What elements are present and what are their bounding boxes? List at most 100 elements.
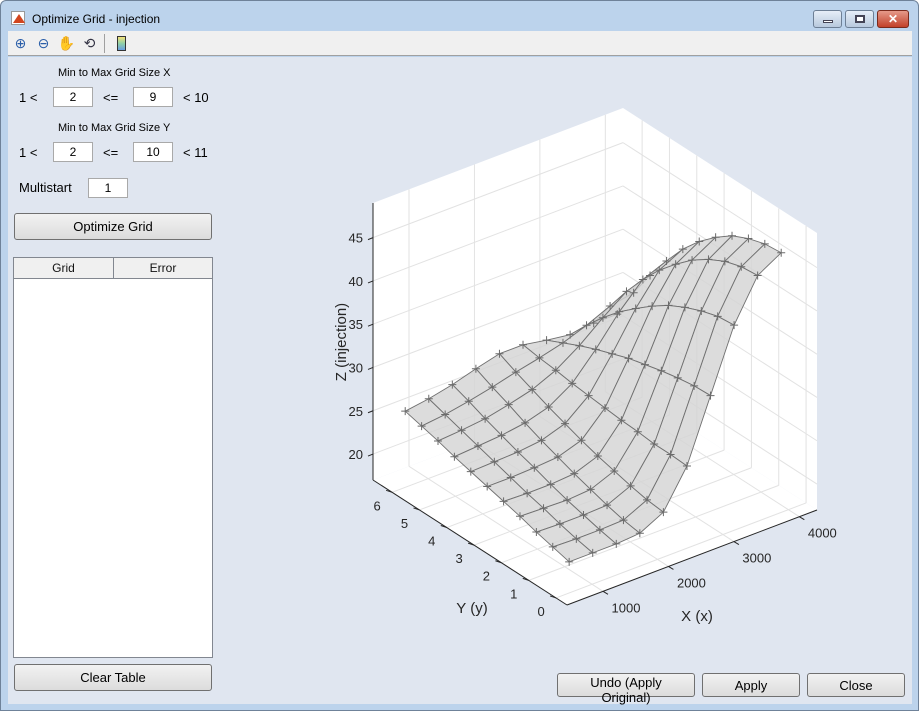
data-point-marker xyxy=(629,288,638,297)
pan-icon[interactable]: ✋ xyxy=(57,35,76,51)
z-tick-label: 40 xyxy=(349,274,363,289)
data-point-marker xyxy=(603,501,612,510)
z-tick-label: 25 xyxy=(349,404,363,419)
zoom-in-icon[interactable]: ⊕ xyxy=(14,35,27,51)
data-point-marker xyxy=(664,301,673,310)
data-point-marker xyxy=(682,461,691,470)
results-table[interactable]: Grid Error xyxy=(13,257,213,658)
data-point-marker xyxy=(720,257,729,266)
data-point-marker xyxy=(504,400,513,409)
data-point-marker xyxy=(688,256,697,265)
data-point-marker xyxy=(606,301,615,310)
data-point-marker xyxy=(666,450,675,459)
clear-table-button[interactable]: Clear Table xyxy=(14,664,212,691)
x-tick xyxy=(733,541,740,546)
grid-x-label: Min to Max Grid Size X xyxy=(58,67,171,79)
minimize-button[interactable] xyxy=(813,10,842,28)
y-tick-label: 5 xyxy=(401,516,408,531)
column-header-error[interactable]: Error xyxy=(114,258,212,279)
data-point-marker xyxy=(612,539,621,548)
data-point-marker xyxy=(561,419,570,428)
data-point-marker xyxy=(548,542,557,551)
column-header-grid[interactable]: Grid xyxy=(14,258,114,279)
close-button[interactable]: Close xyxy=(807,673,905,697)
z-tick xyxy=(367,453,374,457)
multistart-input[interactable] xyxy=(88,178,128,198)
data-point-marker xyxy=(566,330,575,339)
data-point-marker xyxy=(608,349,617,358)
data-point-marker xyxy=(568,379,577,388)
title-bar: Optimize Grid - injection ✕ xyxy=(1,1,918,31)
colorbar-icon[interactable] xyxy=(112,34,131,53)
matlab-icon xyxy=(11,11,25,25)
data-point-marker xyxy=(417,422,426,431)
data-point-marker xyxy=(497,431,506,440)
data-point-marker xyxy=(619,516,628,525)
data-point-marker xyxy=(657,366,666,375)
z-tick-label: 30 xyxy=(349,360,363,375)
optimize-grid-button[interactable]: Optimize Grid xyxy=(14,213,212,240)
data-point-marker xyxy=(695,237,704,246)
data-point-marker xyxy=(753,271,762,280)
data-point-marker xyxy=(744,234,753,243)
restore-icon xyxy=(854,15,865,23)
data-point-marker xyxy=(546,480,555,489)
grid-x-max-input[interactable] xyxy=(133,87,173,107)
data-point-marker xyxy=(704,255,713,264)
data-point-marker xyxy=(464,397,473,406)
data-point-marker xyxy=(471,364,480,373)
toolbar-separator xyxy=(104,34,105,53)
data-point-marker xyxy=(558,338,567,347)
data-point-marker xyxy=(589,319,598,328)
z-tick xyxy=(367,280,374,284)
y-tick-label: 0 xyxy=(537,604,544,619)
y-tick xyxy=(385,489,393,493)
grid-x-min-input[interactable] xyxy=(53,87,93,107)
data-point-marker xyxy=(544,403,553,412)
grid-y-min-input[interactable] xyxy=(53,142,93,162)
data-point-marker xyxy=(624,354,633,363)
y-tick-label: 6 xyxy=(374,498,381,513)
data-point-marker xyxy=(519,340,528,349)
data-point-marker xyxy=(499,497,508,506)
grid-y-max-input[interactable] xyxy=(133,142,173,162)
undo-button[interactable]: Undo (Apply Original) xyxy=(557,673,695,705)
grid-y-lower-text: 1 < xyxy=(19,145,38,160)
z-tick-label: 20 xyxy=(349,447,363,462)
data-point-marker xyxy=(713,312,722,321)
y-axis xyxy=(372,479,568,606)
close-window-button[interactable]: ✕ xyxy=(877,10,909,28)
data-point-marker xyxy=(450,452,459,461)
data-point-marker xyxy=(586,485,595,494)
data-point-marker xyxy=(490,457,499,466)
apply-button[interactable]: Apply xyxy=(702,673,800,697)
data-point-marker xyxy=(613,310,622,319)
x-tick-label: 1000 xyxy=(612,600,641,615)
data-point-marker xyxy=(570,469,579,478)
toolbar: ⊕ ⊖ ✋ ⟲ xyxy=(8,31,912,56)
z-tick xyxy=(367,410,374,414)
data-point-marker xyxy=(532,528,541,537)
data-point-marker xyxy=(777,248,786,257)
data-point-marker xyxy=(690,381,699,390)
rotate-3d-icon[interactable]: ⟲ xyxy=(83,35,96,51)
data-point-marker xyxy=(680,303,689,312)
data-point-marker xyxy=(582,321,591,330)
grid-x-upper-text: < 10 xyxy=(183,90,209,105)
data-point-marker xyxy=(631,304,640,313)
data-point-marker xyxy=(595,525,604,534)
data-point-marker xyxy=(488,383,497,392)
zoom-out-icon[interactable]: ⊖ xyxy=(37,35,50,51)
data-point-marker xyxy=(646,271,655,280)
data-point-marker xyxy=(563,496,572,505)
close-icon: ✕ xyxy=(887,12,899,26)
data-point-marker xyxy=(537,436,546,445)
data-point-marker xyxy=(513,447,522,456)
data-point-marker xyxy=(659,508,668,517)
data-point-marker xyxy=(633,427,642,436)
y-tick-label: 2 xyxy=(483,569,490,584)
maximize-button[interactable] xyxy=(845,10,874,28)
data-point-marker xyxy=(728,231,737,240)
grid-y-label: Min to Max Grid Size Y xyxy=(58,122,171,134)
